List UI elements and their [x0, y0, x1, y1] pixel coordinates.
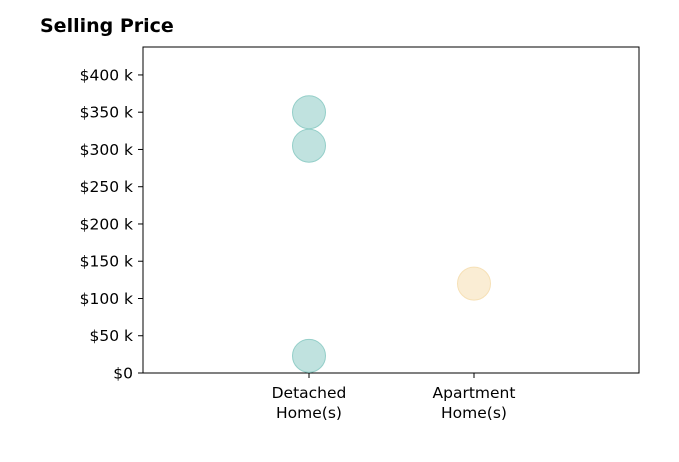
data-point: [292, 128, 326, 163]
x-tick-label-line: Home(s): [441, 404, 507, 422]
plot-frame: [142, 46, 640, 374]
x-tick-label-line: Home(s): [276, 404, 342, 422]
y-tick-label: $350 k: [80, 104, 133, 122]
y-tick-label: $50 k: [90, 327, 134, 345]
x-tick-label-line: Apartment: [433, 384, 516, 402]
y-tick-label: $400 k: [80, 66, 133, 84]
x-tick-label-line: Detached: [272, 384, 347, 402]
x-tick-label: Apartment Home(s): [433, 384, 516, 422]
y-tick-label: $0: [113, 365, 133, 383]
y-tick-label: $300 k: [80, 141, 133, 159]
chart-title: Selling Price: [40, 15, 174, 37]
y-tick-label: $150 k: [80, 253, 133, 271]
x-tick-label: Detached Home(s): [272, 384, 347, 422]
data-point: [292, 338, 326, 373]
data-point: [292, 95, 326, 130]
y-tick-label: $200 k: [80, 215, 133, 233]
y-tick-label: $250 k: [80, 178, 133, 196]
y-tick-label: $100 k: [80, 290, 133, 308]
data-point: [457, 266, 491, 301]
